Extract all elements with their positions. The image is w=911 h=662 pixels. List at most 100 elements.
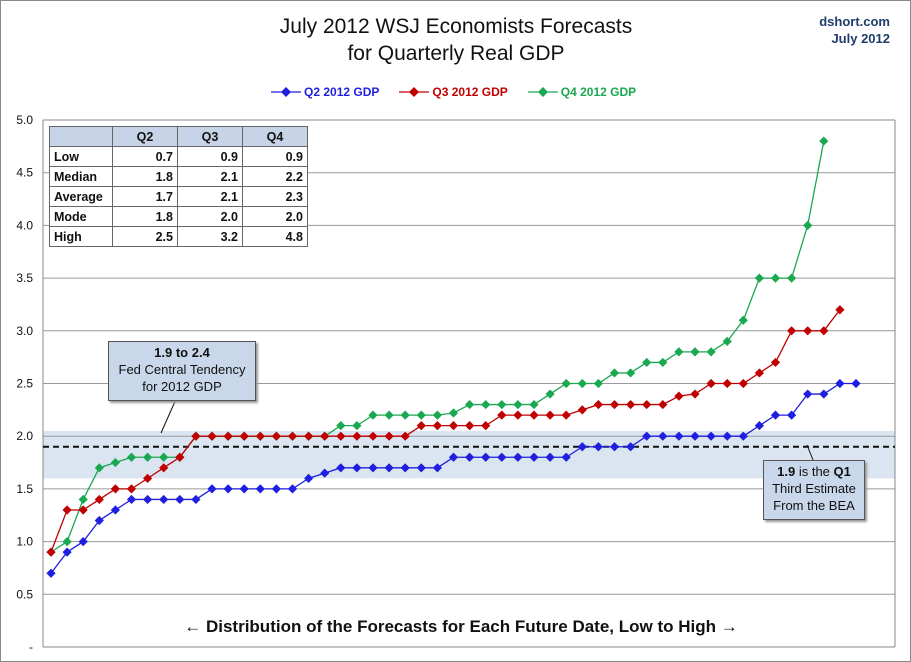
data-point	[78, 494, 88, 505]
credit-site: dshort.com	[819, 14, 890, 29]
data-point	[78, 537, 88, 547]
data-point	[819, 326, 829, 336]
data-point	[609, 368, 620, 378]
legend-label: Q2 2012 GDP	[304, 85, 380, 99]
data-point	[513, 410, 523, 420]
data-point	[577, 442, 587, 452]
fed-callout-leader	[160, 396, 178, 434]
data-point	[674, 431, 684, 441]
legend-marker-icon	[527, 87, 558, 97]
data-point	[481, 452, 491, 462]
data-point	[46, 568, 56, 578]
data-point	[787, 410, 797, 420]
data-point	[706, 347, 716, 357]
data-point	[626, 442, 636, 452]
bea-line3: From the BEA	[773, 498, 855, 513]
table-cell: 4.8	[242, 226, 308, 247]
y-tick-label: 1.0	[16, 535, 33, 549]
data-point	[336, 431, 346, 441]
data-point	[770, 410, 781, 420]
y-tick-label: 4.0	[16, 218, 33, 232]
table-cell: 1.8	[112, 166, 178, 187]
table-row-label: Median	[49, 166, 113, 187]
table-cell: 0.9	[242, 146, 308, 167]
bea-callout: 1.9 is the Q1 Third Estimate From the BE…	[763, 460, 865, 520]
table-row: High 2.5 3.2 4.8	[49, 226, 308, 247]
data-point	[706, 431, 716, 441]
table-cell: 3.2	[177, 226, 243, 247]
data-point	[529, 399, 539, 410]
data-point	[336, 463, 346, 473]
data-point	[400, 431, 410, 441]
data-point	[432, 410, 442, 420]
data-point	[609, 399, 620, 410]
data-point	[738, 315, 748, 325]
data-point	[126, 452, 137, 462]
data-point	[706, 378, 716, 389]
data-point	[62, 505, 72, 515]
data-point	[352, 421, 362, 431]
data-point	[561, 378, 571, 389]
credit: dshort.com July 2012	[819, 13, 890, 47]
data-point	[835, 378, 845, 389]
data-point	[851, 378, 861, 389]
table-cell: 1.8	[112, 206, 178, 227]
table-cell: 1.7	[112, 186, 178, 207]
data-point	[626, 399, 636, 410]
data-point	[416, 410, 426, 420]
data-point	[465, 452, 475, 462]
data-point	[722, 378, 732, 389]
data-point	[304, 473, 314, 483]
table-cell: 2.1	[177, 166, 243, 187]
bea-callout-leader	[806, 444, 814, 461]
table-cell: 2.0	[177, 206, 243, 227]
data-point	[642, 357, 652, 368]
data-point	[416, 463, 426, 473]
data-point	[593, 378, 603, 389]
data-point	[368, 410, 378, 420]
table-header: Q2	[112, 126, 178, 147]
data-point	[255, 484, 265, 494]
data-point	[159, 463, 169, 473]
data-point	[545, 452, 555, 462]
credit-date: July 2012	[831, 31, 890, 46]
bea-quarter: Q1	[833, 464, 851, 479]
data-point	[287, 431, 298, 441]
y-tick-label: -	[29, 640, 33, 654]
data-point	[819, 136, 829, 146]
data-point	[642, 399, 652, 410]
data-point	[159, 494, 169, 505]
table-row: Average 1.7 2.1 2.3	[49, 186, 308, 207]
data-point	[722, 336, 732, 346]
data-point	[787, 326, 797, 336]
fed-callout-range: 1.9 to 2.4	[154, 345, 210, 360]
y-tick-label: 0.5	[16, 587, 33, 601]
data-point	[110, 484, 120, 494]
table-cell: 2.3	[242, 186, 308, 207]
data-point	[497, 399, 507, 410]
data-point	[336, 421, 346, 431]
data-point	[481, 399, 491, 410]
fed-callout-line2: Fed Central Tendency	[118, 362, 246, 377]
legend-label: Q3 2012 GDP	[432, 85, 508, 99]
y-tick-label: 2.5	[16, 377, 33, 391]
data-point	[143, 494, 153, 505]
data-point	[674, 347, 684, 357]
fed-callout: 1.9 to 2.4 Fed Central Tendency for 2012…	[108, 341, 256, 401]
data-point	[529, 410, 539, 420]
table-header: Q4	[242, 126, 308, 147]
data-point	[448, 421, 459, 431]
table-row: Low 0.7 0.9 0.9	[49, 146, 308, 167]
table-cell: 0.9	[177, 146, 243, 167]
data-point	[368, 431, 378, 441]
data-point	[287, 484, 298, 494]
data-point	[577, 378, 587, 389]
data-point	[835, 305, 845, 315]
chart-title: July 2012 WSJ Economists Forecasts for Q…	[201, 13, 711, 67]
table-row: Median 1.8 2.1 2.2	[49, 166, 308, 187]
data-point	[561, 410, 571, 420]
data-point	[658, 431, 668, 441]
data-point	[674, 391, 684, 401]
data-point	[754, 368, 764, 378]
